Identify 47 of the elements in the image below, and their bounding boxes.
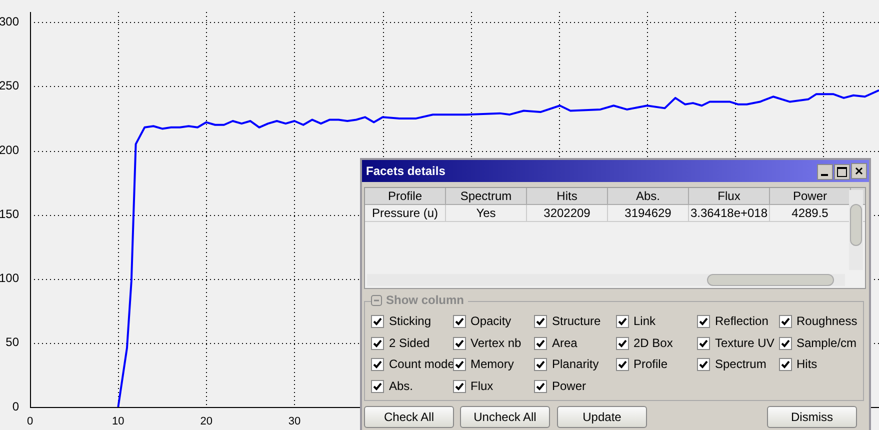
annotation: Spectrum [446, 188, 527, 204]
annotation: Hits [796, 357, 818, 372]
y-tick-label: 0 [12, 399, 20, 414]
y-tick-label: 100 [0, 271, 20, 286]
annotation: Flux [470, 378, 494, 393]
text: Check All [364, 406, 454, 428]
annotation: Roughness [796, 314, 858, 328]
annotation: Hits [527, 188, 608, 204]
annotation: Vertex nb [470, 336, 522, 350]
annotation: Area [551, 336, 578, 350]
annotation: Spectrum [714, 357, 766, 372]
annotation: Planarity [551, 357, 599, 372]
annotation: Abs. [388, 378, 414, 393]
annotation: Profile [632, 357, 668, 372]
annotation: Opacity [470, 314, 512, 328]
x-tick-label: 0 [26, 416, 34, 428]
y-tick-label: 50 [6, 335, 20, 350]
text: Dismiss [767, 406, 857, 428]
annotation: Link [632, 314, 656, 328]
annotation: Show column [371, 293, 468, 307]
annotation: 3194629 [608, 205, 689, 221]
annotation: 4289.5 [770, 205, 851, 221]
annotation: Yes [446, 205, 527, 221]
annotation: 3202209 [527, 205, 608, 221]
annotation: Texture UV [714, 336, 774, 350]
annotation: Abs. [608, 188, 689, 204]
annotation: Profile [365, 188, 446, 204]
text: Update [557, 406, 647, 428]
annotation: Sticking [388, 314, 432, 328]
annotation: Sample/cm [796, 336, 857, 350]
annotation: Memory [470, 357, 514, 372]
x-tick-label: 20 [200, 416, 212, 428]
annotation: 2 Sided [388, 336, 430, 350]
text: Uncheck All [460, 406, 550, 428]
y-tick-label: 150 [0, 206, 20, 221]
annotation: Pressure (u) [365, 205, 446, 221]
annotation: Flux [689, 188, 770, 204]
annotation: Power [770, 188, 851, 204]
annotation: 2D Box [632, 336, 673, 350]
x-tick-label: 10 [112, 416, 124, 428]
annotation: 3.36418e+018 [689, 205, 770, 221]
annotation: Power [551, 378, 586, 393]
x-tick-label: 30 [288, 416, 301, 428]
annotation: Structure [551, 314, 601, 328]
text: Facets details [366, 164, 446, 178]
annotation: Reflection [714, 314, 768, 328]
annotation: Count mode [388, 357, 454, 372]
